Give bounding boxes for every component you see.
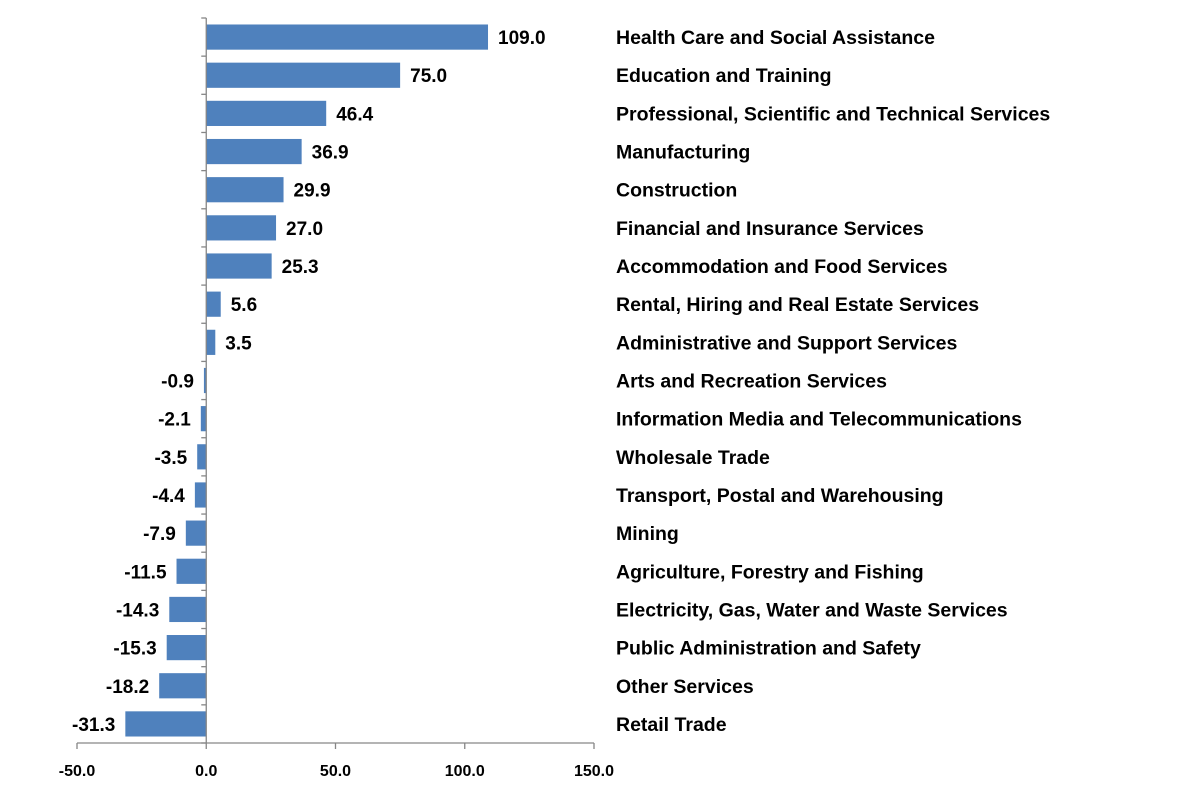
value-label-17: -15.3 xyxy=(113,639,156,660)
bar-13 xyxy=(194,482,207,508)
value-label-7: 25.3 xyxy=(282,257,319,278)
value-label-13: -4.4 xyxy=(152,486,185,507)
value-label-6: 27.0 xyxy=(286,219,323,240)
category-label-9: Administrative and Support Services xyxy=(616,332,958,354)
category-label-15: Agriculture, Forestry and Fishing xyxy=(616,561,924,583)
bar-6 xyxy=(206,215,277,241)
category-label-5: Construction xyxy=(616,180,737,202)
x-tick-label-0: -50.0 xyxy=(59,763,96,780)
value-label-3: 46.4 xyxy=(336,104,373,125)
x-tick-label-2: 50.0 xyxy=(320,763,351,780)
value-label-2: 75.0 xyxy=(410,66,447,87)
category-label-7: Accommodation and Food Services xyxy=(616,256,948,278)
value-label-5: 29.9 xyxy=(294,181,331,202)
category-label-11: Information Media and Telecommunications xyxy=(616,409,1022,431)
category-label-16: Electricity, Gas, Water and Waste Servic… xyxy=(616,599,1008,621)
value-label-10: -0.9 xyxy=(161,372,194,393)
category-label-3: Professional, Scientific and Technical S… xyxy=(616,103,1050,125)
value-label-12: -3.5 xyxy=(154,448,187,469)
bar-4 xyxy=(206,138,302,165)
value-label-15: -11.5 xyxy=(124,562,167,583)
x-tick-label-1: 0.0 xyxy=(195,763,217,780)
bar-12 xyxy=(197,444,207,470)
category-label-2: Education and Training xyxy=(616,65,832,87)
bar-14 xyxy=(185,520,207,546)
bar-16 xyxy=(169,596,207,623)
value-label-16: -14.3 xyxy=(116,600,159,621)
bar-5 xyxy=(206,177,284,203)
x-tick-label-3: 100.0 xyxy=(445,763,485,780)
category-label-17: Public Administration and Safety xyxy=(616,638,921,660)
value-label-14: -7.9 xyxy=(143,524,176,545)
bar-3 xyxy=(206,100,327,126)
category-label-8: Rental, Hiring and Real Estate Services xyxy=(616,294,979,316)
value-label-9: 3.5 xyxy=(225,333,252,354)
category-label-6: Financial and Insurance Services xyxy=(616,218,924,240)
bar-19 xyxy=(125,711,207,737)
bar-17 xyxy=(166,635,207,661)
bar-18 xyxy=(159,673,207,699)
bar-10 xyxy=(203,367,207,394)
category-label-19: Retail Trade xyxy=(616,714,727,736)
bar-11 xyxy=(200,406,207,432)
bar-9 xyxy=(206,329,216,355)
x-tick-label-4: 150.0 xyxy=(574,763,614,780)
bar-2 xyxy=(206,62,401,88)
category-label-13: Transport, Postal and Warehousing xyxy=(616,485,944,507)
value-label-1: 109.0 xyxy=(498,28,546,49)
category-label-18: Other Services xyxy=(616,676,754,698)
bar-1 xyxy=(206,24,489,50)
value-label-4: 36.9 xyxy=(312,143,349,164)
axis-layer xyxy=(76,17,595,749)
value-label-8: 5.6 xyxy=(231,295,257,316)
value-label-19: -31.3 xyxy=(72,715,115,736)
category-label-10: Arts and Recreation Services xyxy=(616,371,887,393)
bar-7 xyxy=(206,253,272,279)
bars-layer xyxy=(125,24,489,737)
bar-8 xyxy=(206,291,221,317)
category-label-14: Mining xyxy=(616,523,679,545)
bar-15 xyxy=(176,558,207,584)
category-label-1: Health Care and Social Assistance xyxy=(616,27,935,49)
category-label-4: Manufacturing xyxy=(616,142,750,164)
labels-layer: 109.0 Health Care and Social Assistance 75… xyxy=(59,27,1051,780)
value-label-18: -18.2 xyxy=(106,677,149,698)
value-label-11: -2.1 xyxy=(158,410,191,431)
category-label-12: Wholesale Trade xyxy=(616,447,770,469)
